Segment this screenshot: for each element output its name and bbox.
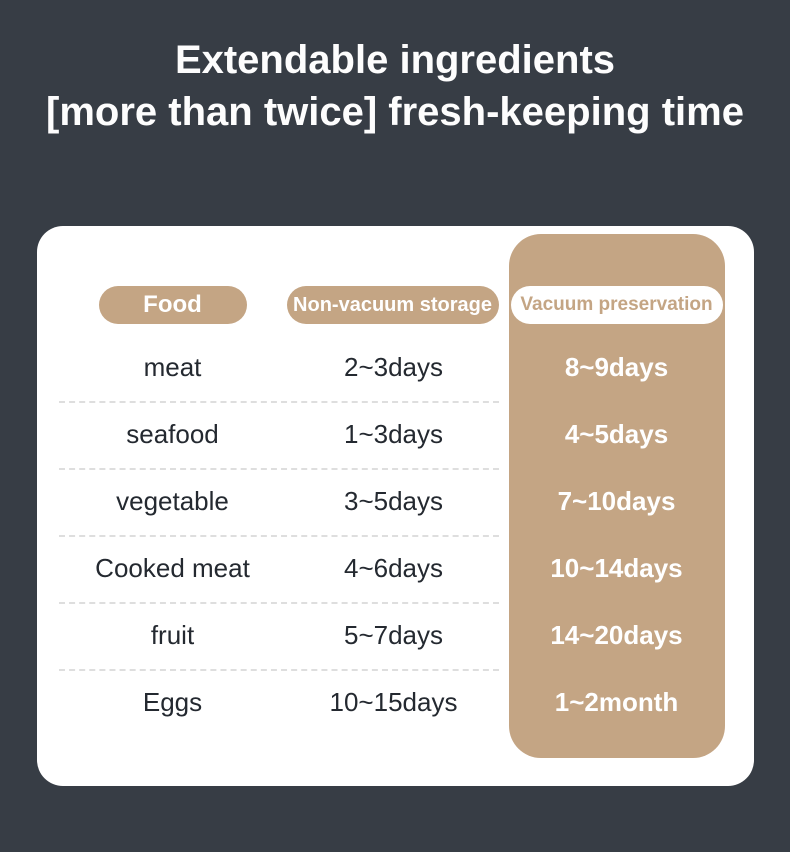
table-row: fruit 5~7days 14~20days [37, 602, 754, 669]
food-cell: seafood [126, 419, 219, 449]
table-body: meat 2~3days 8~9days seafood 1~3days 4~5… [37, 334, 754, 736]
non-vacuum-cell: 5~7days [343, 620, 444, 650]
comparison-card: Food Non-vacuum storage Vacuum preservat… [36, 226, 754, 786]
table-row: meat 2~3days 8~9days [37, 334, 754, 401]
food-cell: meat [143, 352, 202, 382]
header-vacuum-preservation: Vacuum preservation [510, 286, 723, 324]
table-header-row: Food Non-vacuum storage Vacuum preservat… [37, 226, 754, 324]
food-cell: Cooked meat [95, 553, 250, 583]
vacuum-cell: 7~10days [557, 486, 676, 516]
table-row: vegetable 3~5days 7~10days [37, 468, 754, 535]
non-vacuum-cell: 1~3days [343, 419, 444, 449]
table-row: Cooked meat 4~6days 10~14days [37, 535, 754, 602]
vacuum-cell: 4~5days [564, 419, 669, 449]
non-vacuum-cell: 2~3days [343, 352, 444, 382]
comparison-table: Food Non-vacuum storage Vacuum preservat… [37, 226, 754, 736]
food-cell: Eggs [142, 687, 203, 717]
vacuum-cell: 10~14days [550, 553, 683, 583]
table-row: Eggs 10~15days 1~2month [37, 669, 754, 736]
non-vacuum-cell: 3~5days [343, 486, 444, 516]
vacuum-cell: 1~2month [554, 687, 679, 717]
header-food: Food [98, 286, 247, 324]
table-row: seafood 1~3days 4~5days [37, 401, 754, 468]
page-title: Extendable ingredients [more than twice]… [0, 0, 790, 138]
food-cell: vegetable [116, 486, 229, 516]
vacuum-cell: 14~20days [550, 620, 683, 650]
non-vacuum-cell: 10~15days [329, 687, 458, 717]
page-title-line2: [more than twice] fresh-keeping time [46, 90, 744, 134]
page-title-line1: Extendable ingredients [174, 38, 616, 82]
vacuum-cell: 8~9days [564, 352, 669, 382]
food-cell: fruit [150, 620, 195, 650]
header-non-vacuum-storage: Non-vacuum storage [286, 286, 499, 324]
non-vacuum-cell: 4~6days [343, 553, 444, 583]
